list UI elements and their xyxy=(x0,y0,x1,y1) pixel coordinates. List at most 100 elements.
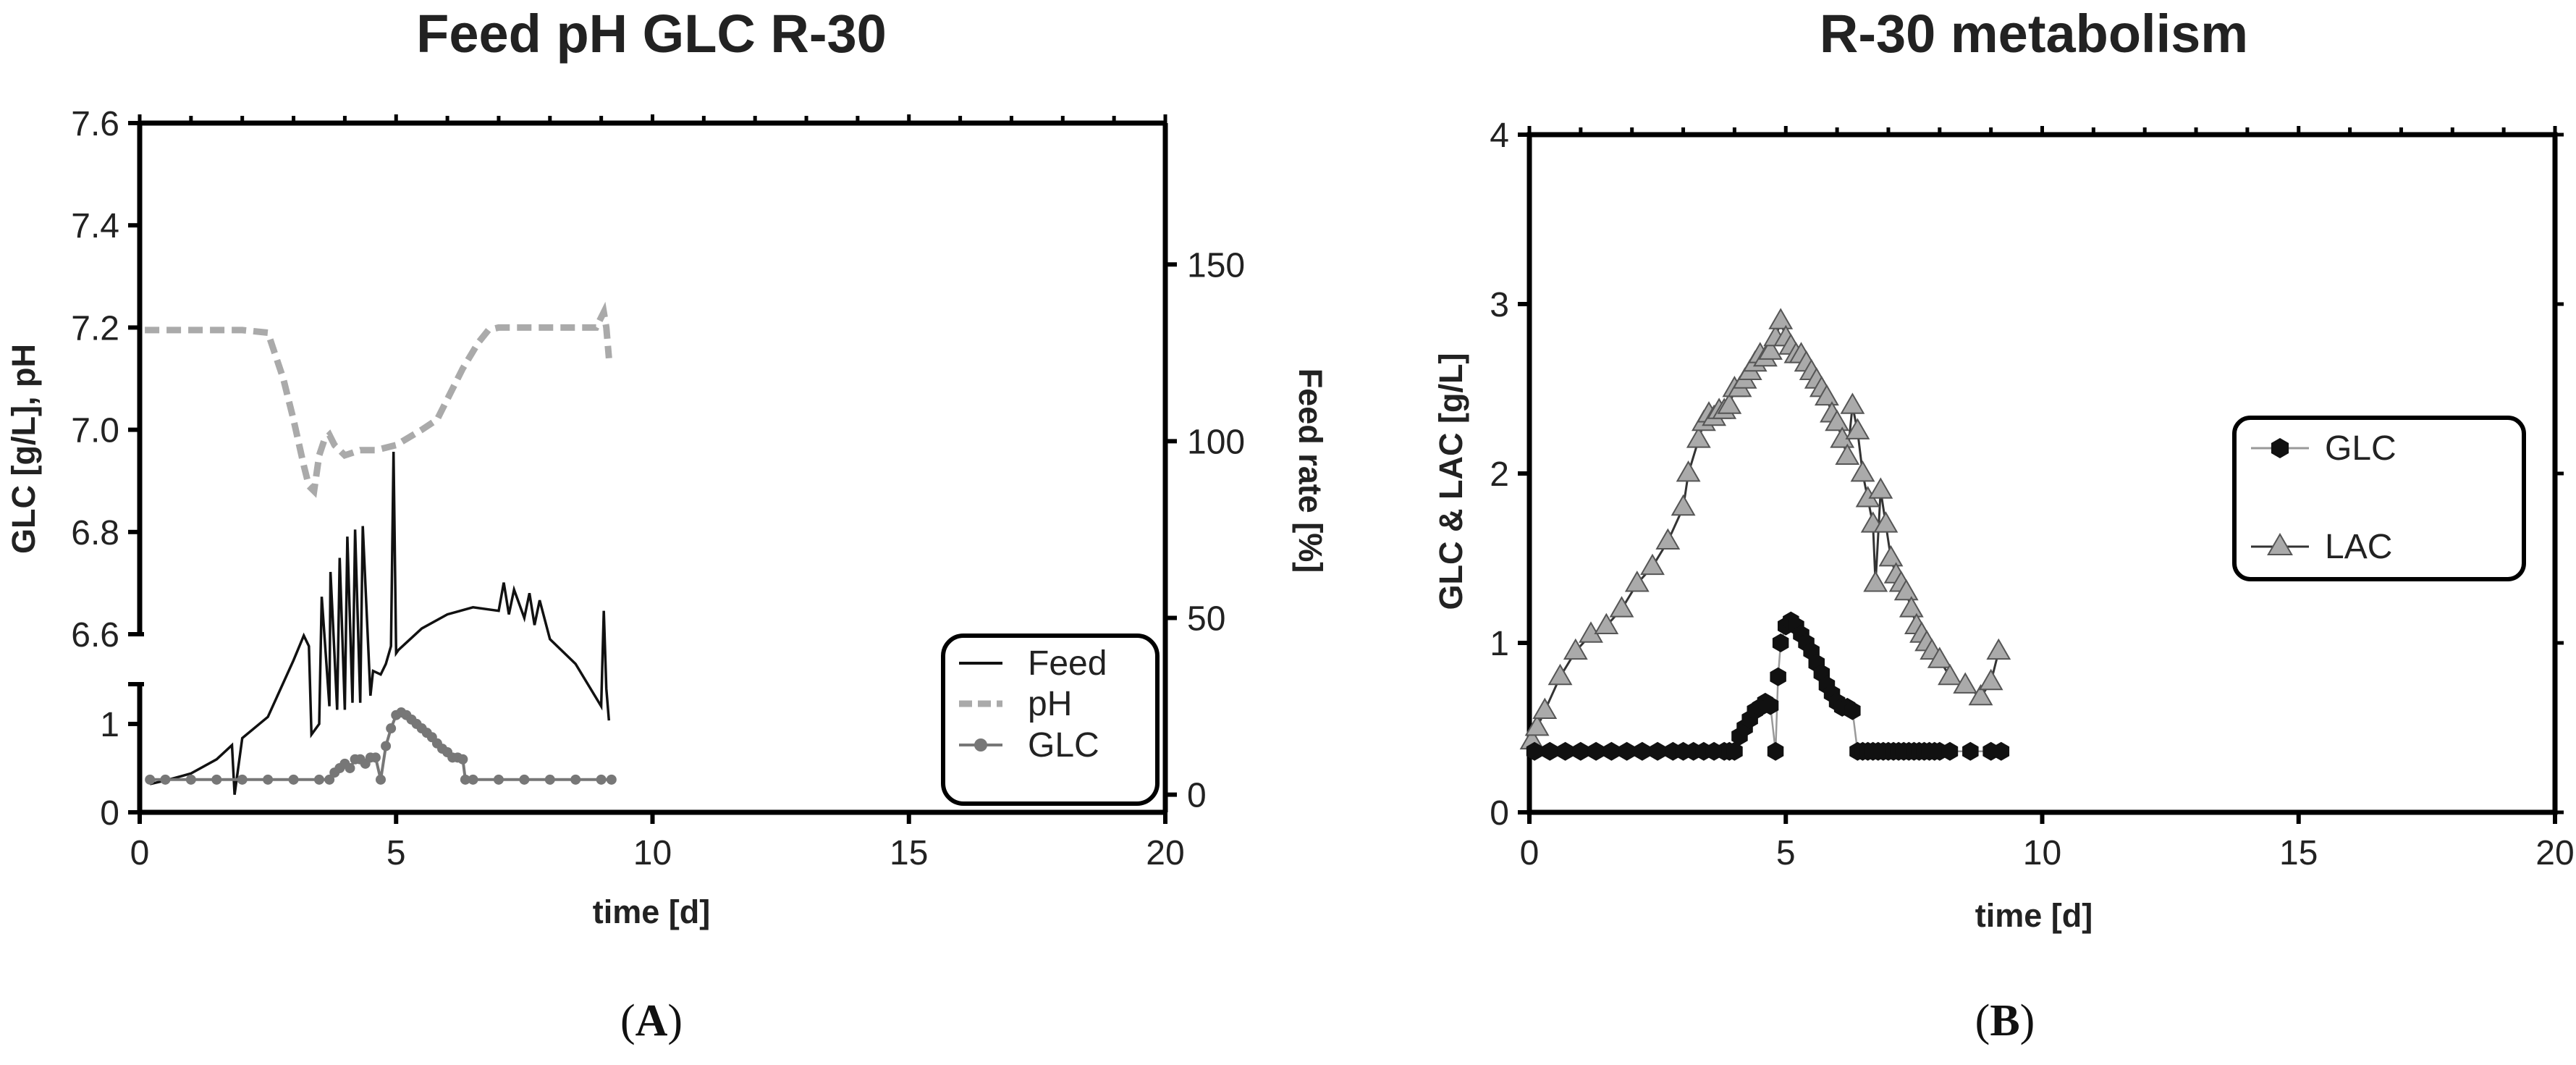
panel-b-glc-point xyxy=(1649,741,1666,761)
panel-b-legend-marker-glc xyxy=(2271,438,2289,458)
panel-a-glc-point xyxy=(345,762,355,773)
panel-b-glc-point xyxy=(1770,667,1786,686)
panel-b-glc-point xyxy=(1542,741,1558,761)
panel-b-legend-marker-lac xyxy=(2267,533,2293,555)
panel-a-glc-point xyxy=(185,774,196,785)
panel-a-x-tick-label: 15 xyxy=(890,834,928,872)
panel-b-lac-point xyxy=(1594,613,1619,634)
panel-b-legend-box xyxy=(2232,416,2526,581)
panel-b-lac-point xyxy=(1547,663,1573,686)
panel-a-legend-box xyxy=(941,633,1160,806)
panel-b-legend-label: GLC xyxy=(2325,429,2396,468)
panel-a-glc-point xyxy=(493,774,504,785)
panel-a-y-tick-label: 7.6 xyxy=(71,105,119,143)
panel-b-x-tick-label: 10 xyxy=(2023,834,2061,872)
panel-b-glc-point xyxy=(1762,696,1779,715)
panel-a-legend-label: pH xyxy=(1028,685,1072,723)
panel-a-x-tick-label: 10 xyxy=(633,834,672,872)
panel-b-lac-point xyxy=(1717,392,1742,414)
panel-b-x-tick-label: 15 xyxy=(2279,834,2318,872)
panel-b-lac-point xyxy=(1968,683,1993,706)
panel-a-glc-point xyxy=(596,774,607,785)
panel-a-glc-point xyxy=(606,774,617,785)
panel-b-lac-point xyxy=(1814,384,1839,406)
panel-b-lac-point xyxy=(1532,697,1558,719)
panel-b-lac-point xyxy=(1671,494,1696,516)
panel-a-y-tick-label: 7.4 xyxy=(71,207,119,245)
panel-a-glc-line xyxy=(150,710,612,781)
panel-b-lac-point xyxy=(1609,596,1634,618)
panel-b-glc-point xyxy=(1618,741,1635,761)
panel-b-lac-point xyxy=(1863,571,1888,592)
panel-a-glc-point xyxy=(375,774,386,785)
panel-a-glc-point xyxy=(468,774,478,785)
panel-a-y-tick-label: 6.8 xyxy=(71,514,119,552)
panel-a-glc-point xyxy=(460,774,470,785)
panel-a-glc-point xyxy=(570,774,581,785)
panel-b-lac-line xyxy=(1531,317,2000,742)
panel-b-glc-point xyxy=(1772,633,1789,652)
panel-b-lac-point xyxy=(1676,460,1701,482)
panel-b-lac-point xyxy=(1899,596,1924,618)
panel-b-y-tick-label: 4 xyxy=(1490,117,1509,155)
panel-a-glc-point xyxy=(160,774,171,785)
panel-b-lac-point xyxy=(1850,460,1875,482)
panel-a-glc-point xyxy=(544,774,555,785)
panel-a-glc-point xyxy=(237,774,248,785)
panel-b-lac-point xyxy=(1893,578,1919,601)
panel-b-lac-point xyxy=(1758,338,1783,360)
panel-a-glc-point xyxy=(313,774,324,785)
panel-b-legend-label: LAC xyxy=(2325,528,2392,566)
panel-b-lac-point xyxy=(1640,553,1665,576)
panel-b-glc-point xyxy=(1767,741,1784,761)
panel-b-y-tick-label: 1 xyxy=(1490,625,1509,663)
panel-a-legend-label: GLC xyxy=(1028,726,1099,765)
panel-a-glc-point xyxy=(263,774,274,785)
panel-b-lac-point xyxy=(1878,544,1904,567)
panel-b-lac-point xyxy=(1927,647,1952,668)
panel-b-lac-point xyxy=(1868,477,1893,499)
panel-a-x-axis-label: time [d] xyxy=(593,893,711,930)
panel-b-lac-point xyxy=(1524,714,1550,736)
panel-a-glc-point xyxy=(324,774,335,785)
panel-a-caption: (A) xyxy=(620,996,683,1045)
panel-a-y-tick-label: 7.2 xyxy=(71,309,119,348)
panel-b-caption: (B) xyxy=(1975,996,2035,1045)
panel-b-lac-point xyxy=(1978,668,2003,691)
panel-b-glc-point xyxy=(1526,741,1543,761)
panel-b-x-tick-label: 0 xyxy=(1520,834,1540,872)
panel-b-x-tick-label: 20 xyxy=(2535,834,2574,872)
panel-b-glc-point xyxy=(1572,741,1589,761)
panel-b-title: R-30 metabolism xyxy=(1820,4,2248,64)
panel-b-lac-point xyxy=(1986,638,2011,660)
panel-b-lac-point xyxy=(1873,511,1899,533)
panel-b-y-tick-label: 0 xyxy=(1490,794,1509,833)
panel-a-glc-point xyxy=(457,754,468,765)
panel-b-lac-point xyxy=(1840,392,1865,414)
panel-a-ph-line xyxy=(145,301,612,498)
panel-a-y2-tick-label: 0 xyxy=(1187,777,1207,815)
panel-a-glc-point xyxy=(145,774,156,785)
panel-a-x-tick-label: 0 xyxy=(130,834,150,872)
panel-b-lac-point xyxy=(1768,308,1794,329)
panel-a-x-tick-label: 5 xyxy=(387,834,406,872)
panel-b-y-tick-label: 3 xyxy=(1490,286,1509,324)
panel-b-y-tick-label: 2 xyxy=(1490,455,1509,494)
panel-b-x-tick-label: 5 xyxy=(1776,834,1796,872)
panel-b-legend: GLC LAC xyxy=(2232,416,2526,581)
panel-b-glc-point xyxy=(1726,741,1743,761)
panel-a-glc-point xyxy=(386,723,397,734)
panel-b-glc-point xyxy=(1557,741,1574,761)
panel-a-glc-point xyxy=(211,774,222,785)
panel-a: Feed pH GLC R-30 GLC [g/L], pH Feed rate… xyxy=(5,4,1329,1045)
panel-b-lac-point xyxy=(1938,663,1962,686)
panel-a-y-tick-label: 1 xyxy=(100,706,119,744)
panel-a-y2-tick-label: 100 xyxy=(1187,423,1245,461)
panel-a-feed-line xyxy=(149,451,611,795)
panel-b-glc-point xyxy=(1941,741,1959,761)
panel-b-lac-point xyxy=(1563,638,1588,660)
panel-a-y-tick-label: 0 xyxy=(100,794,119,833)
panel-a-glc-point xyxy=(381,741,392,752)
panel-a-glc-point xyxy=(519,774,530,785)
panel-a-y2-tick-label: 150 xyxy=(1187,246,1245,285)
